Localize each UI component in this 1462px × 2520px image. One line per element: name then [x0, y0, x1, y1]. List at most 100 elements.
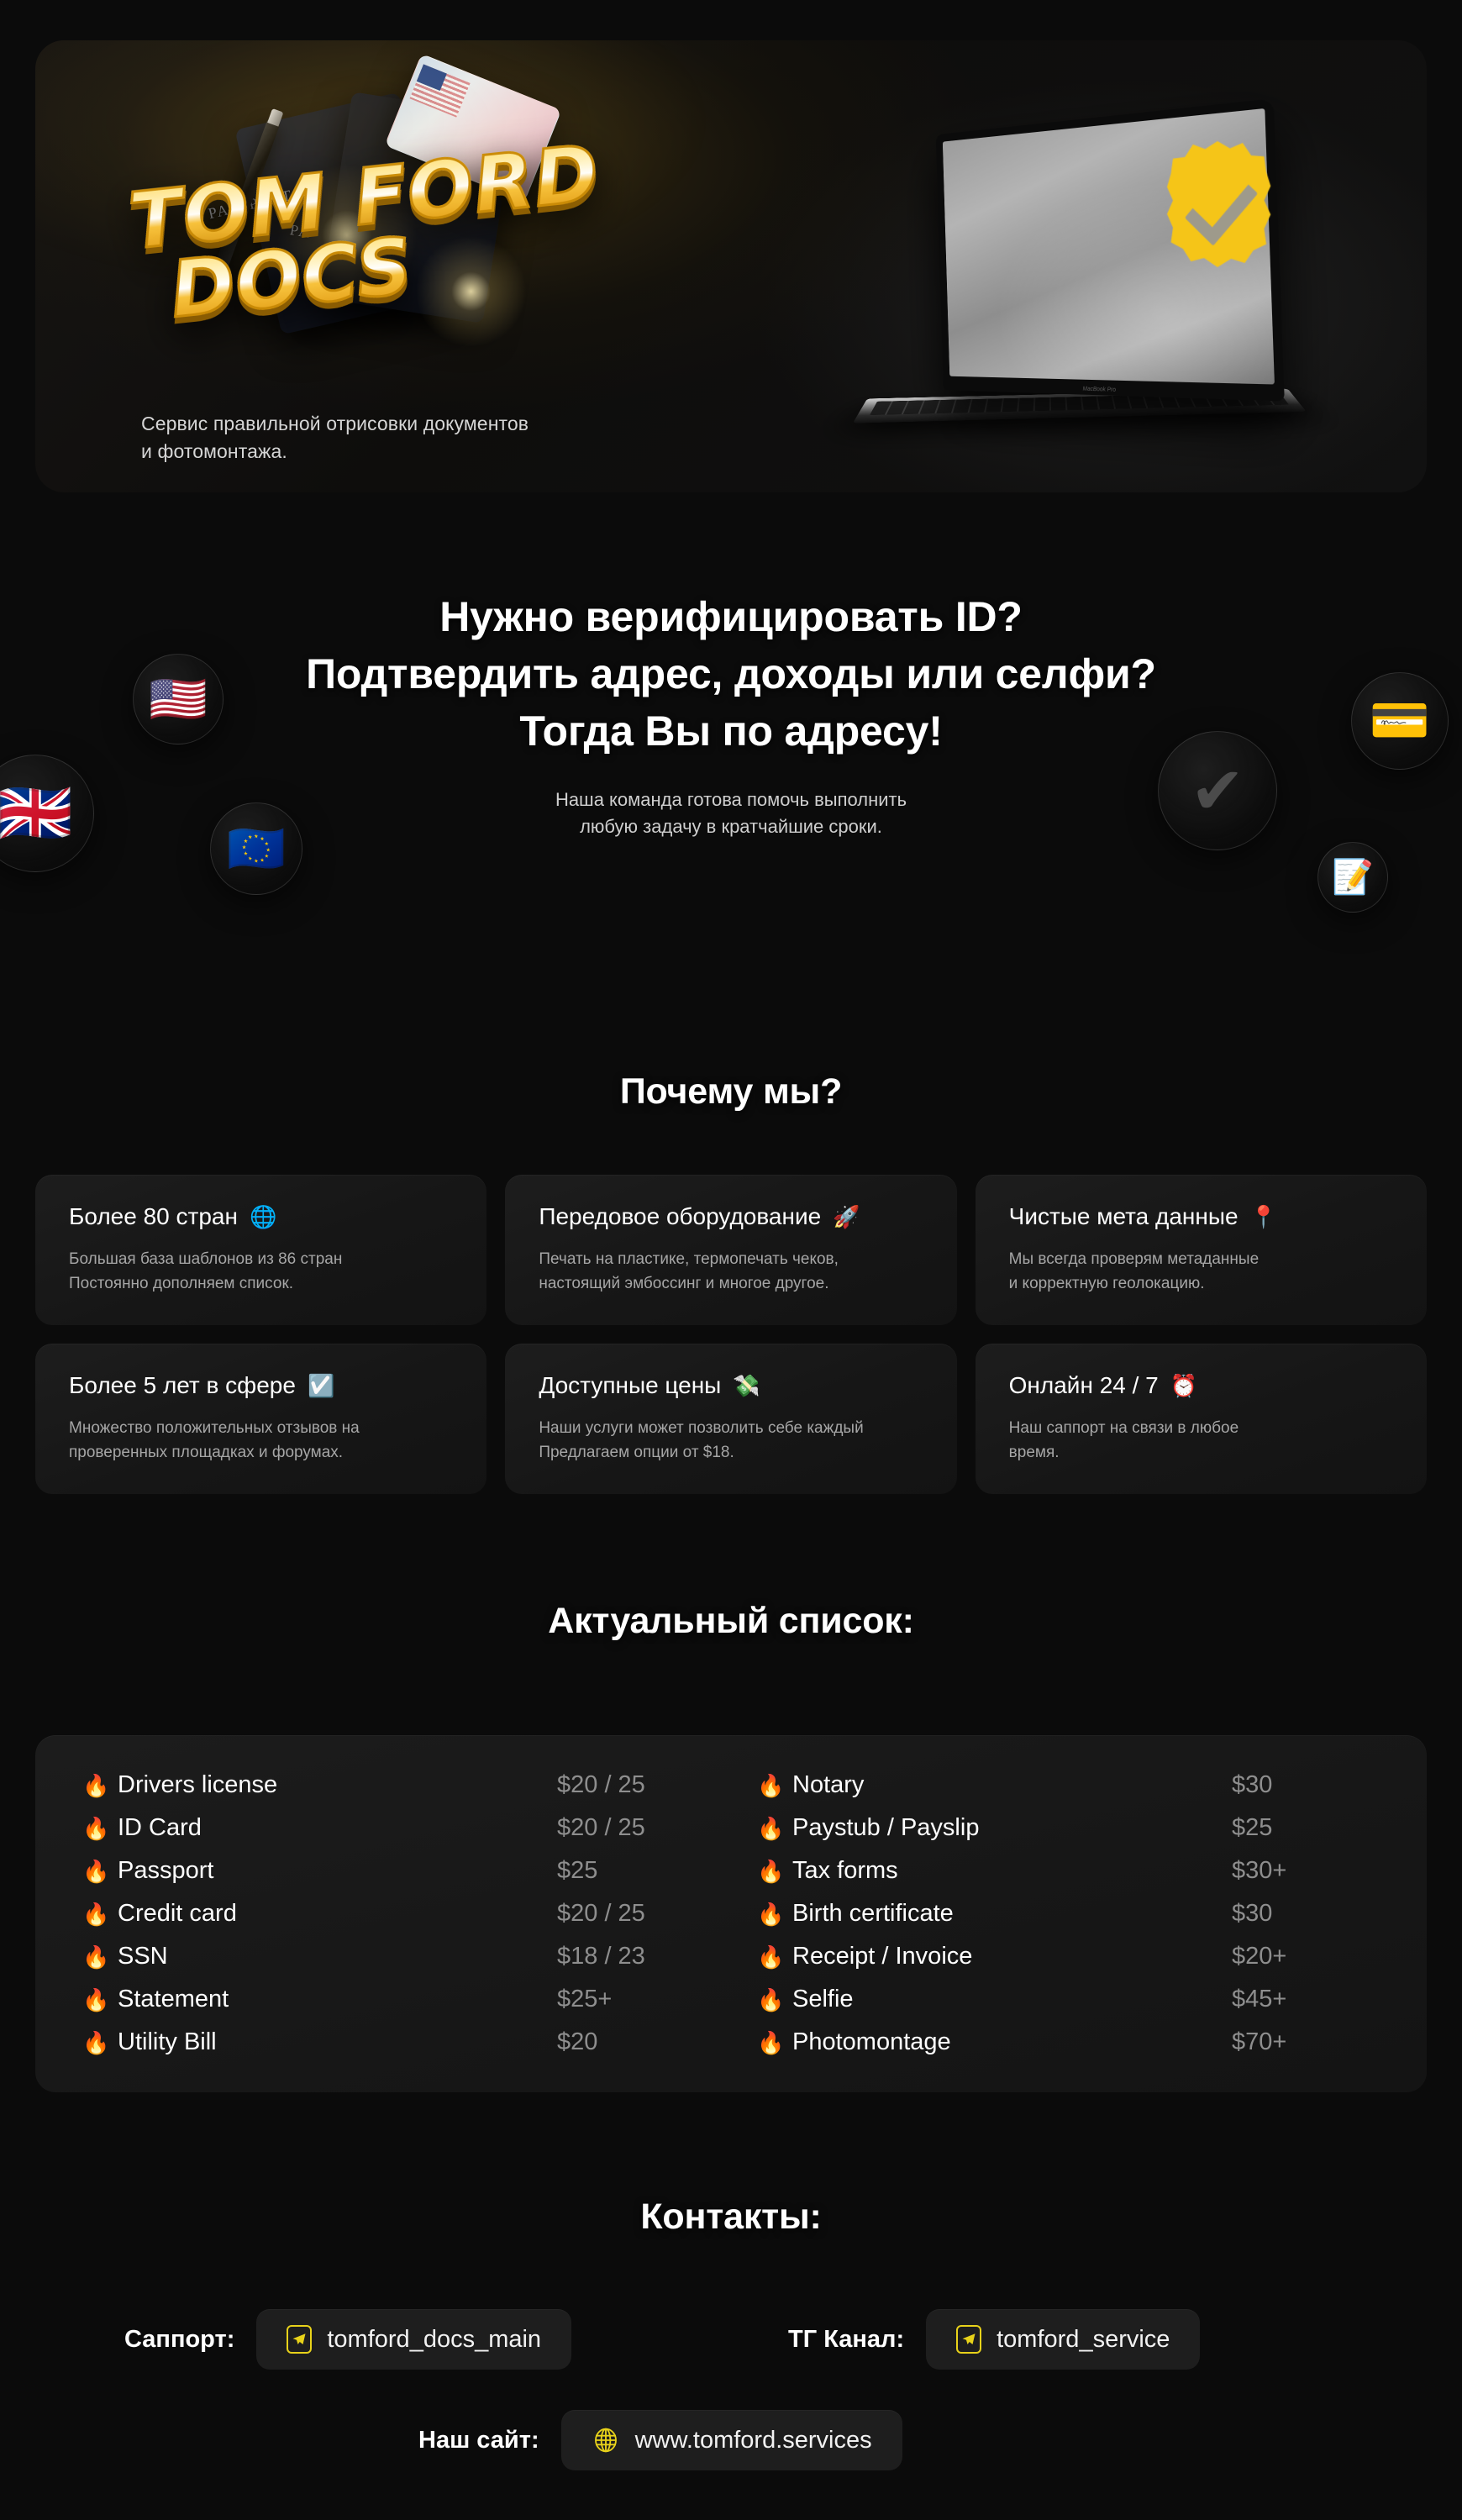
feature-card-text: Наши услуги может позволить себе каждый П…	[539, 1418, 864, 1462]
feature-card-title-text: Более 5 лет в сфере	[69, 1371, 296, 1398]
contact-support: Саппорт: tomford_docs_main	[124, 2309, 572, 2370]
price-item-value: $30	[1232, 1771, 1273, 1798]
price-item-name: Drivers license	[118, 1771, 278, 1798]
flag-uk-glyph: 🇬🇧	[0, 780, 73, 847]
price-item-name: Paystub / Payslip	[792, 1814, 980, 1841]
flame-icon: 🔥	[82, 2029, 110, 2055]
feature-card-title: Передовое оборудование 🚀	[539, 1203, 931, 1230]
flame-icon: 🔥	[757, 1815, 785, 1841]
price-row: 🔥 SSN $18 / 23	[82, 1935, 705, 1978]
feature-card-title-text: Онлайн 24 / 7	[1008, 1371, 1159, 1398]
price-row: 🔥 Utility Bill $20	[82, 2021, 705, 2064]
price-item-value: $20 / 25	[557, 1900, 645, 1927]
feature-card-title: Доступные цены 💸	[539, 1372, 931, 1399]
pricelist-column-left: 🔥 Drivers license $20 / 25 🔥 ID Card $20…	[82, 1764, 705, 2064]
feature-card: Передовое оборудование 🚀 Печать на пласт…	[505, 1175, 957, 1325]
flame-icon: 🔥	[82, 1944, 110, 1970]
hero-headline-line-2: Подтвердить адрес, доходы или селфи?	[306, 650, 1156, 697]
price-item-name: Passport	[118, 1857, 214, 1884]
price-item-name: SSN	[118, 1943, 168, 1970]
pricelist-column-right: 🔥 Notary $30 🔥 Paystub / Payslip $25 🔥 T…	[705, 1764, 1380, 2064]
feature-card: Доступные цены 💸 Наши услуги может позво…	[505, 1343, 957, 1494]
price-row: 🔥 ID Card $20 / 25	[82, 1807, 705, 1849]
check-mark-icon: ✔	[1158, 731, 1277, 850]
feature-card-title: Более 5 лет в сфере ☑️	[69, 1372, 461, 1399]
flame-icon: 🔥	[82, 1986, 110, 2012]
contact-support-label: Саппорт:	[124, 2325, 235, 2353]
price-item-value: $25	[1232, 1814, 1273, 1841]
price-item-value: $25	[557, 1857, 598, 1884]
price-row: 🔥 Receipt / Invoice $20+	[757, 1935, 1380, 1978]
hero-headline-line-3: Тогда Вы по адресу!	[519, 708, 943, 755]
feature-card: Более 5 лет в сфере ☑️ Множество положит…	[35, 1343, 487, 1494]
flame-icon: 🔥	[82, 1772, 110, 1798]
price-item-value: $20	[557, 2028, 598, 2055]
price-item-value: $20+	[1232, 1943, 1287, 1970]
hero-headline: Нужно верифицировать ID? Подтвердить адр…	[0, 588, 1462, 760]
price-row: 🔥 Paystub / Payslip $25	[757, 1807, 1380, 1849]
price-item-value: $20 / 25	[557, 1771, 645, 1798]
feature-card-text: Наш саппорт на связи в любое время.	[1008, 1418, 1239, 1462]
hero-subtext: Наша команда готова помочь выполнить люб…	[0, 787, 1462, 840]
flame-icon: 🔥	[757, 2029, 785, 2055]
flame-icon: 🔥	[82, 1858, 110, 1884]
pricelist-title: Актуальный список:	[548, 1601, 914, 1641]
price-item-name: Birth certificate	[792, 1900, 954, 1927]
contact-support-button[interactable]: tomford_docs_main	[256, 2309, 572, 2370]
globe-icon: 🌐	[249, 1204, 277, 1229]
price-item-name: Tax forms	[792, 1857, 898, 1884]
feature-card-title: Онлайн 24 / 7 ⏰	[1009, 1372, 1402, 1399]
memo-icon: 📝	[1317, 842, 1388, 913]
flame-icon: 🔥	[82, 1901, 110, 1927]
price-item-value: $45+	[1232, 1986, 1287, 2012]
money-wings-icon: 💸	[733, 1372, 760, 1398]
price-item-name: ID Card	[118, 1814, 202, 1841]
telegram-icon	[956, 2325, 982, 2354]
price-row: 🔥 Statement $25+	[82, 1978, 705, 2021]
price-row: 🔥 Passport $25	[82, 1849, 705, 1892]
hero-subtext-line-1: Наша команда готова помочь выполнить	[555, 789, 907, 810]
price-row: 🔥 Drivers license $20 / 25	[82, 1764, 705, 1807]
hero-message: Нужно верифицировать ID? Подтвердить адр…	[0, 588, 1462, 840]
price-item-name: Photomontage	[792, 2028, 951, 2055]
alarm-clock-icon: ⏰	[1170, 1372, 1198, 1398]
flame-icon: 🔥	[757, 1901, 785, 1927]
price-item-name: Notary	[792, 1771, 865, 1798]
feature-card-title-text: Передовое оборудование	[539, 1203, 822, 1229]
contact-website-value: www.tomford.services	[634, 2426, 872, 2454]
flame-icon: 🔥	[757, 1772, 785, 1798]
feature-card-title-text: Чистые мета данные	[1008, 1203, 1238, 1229]
contact-channel: ТГ Канал: tomford_service	[788, 2309, 1201, 2370]
hero-subtext-line-2: любую задачу в кратчайшие сроки.	[580, 815, 882, 837]
globe-icon	[592, 2426, 620, 2454]
feature-card-title: Чистые мета данные 📍	[1009, 1203, 1402, 1230]
contact-channel-button[interactable]: tomford_service	[926, 2309, 1201, 2370]
check-mark-glyph: ✔	[1190, 754, 1245, 828]
flag-us-glyph: 🇺🇸	[149, 672, 208, 725]
feature-card-text: Множество положительных отзывов на провер…	[69, 1418, 360, 1462]
checkbox-icon: ☑️	[307, 1372, 335, 1398]
feature-card: Онлайн 24 / 7 ⏰ Наш саппорт на связи в л…	[975, 1343, 1427, 1494]
price-row: 🔥 Selfie $45+	[757, 1978, 1380, 2021]
price-item-value: $30+	[1232, 1857, 1287, 1884]
price-item-value: $30	[1232, 1900, 1273, 1927]
feature-card: Чистые мета данные 📍 Мы всегда проверям …	[975, 1175, 1427, 1325]
feature-card: Более 80 стран 🌐 Большая база шаблонов и…	[35, 1175, 487, 1325]
price-item-value: $20 / 25	[557, 1814, 645, 1841]
price-item-name: Selfie	[792, 1986, 854, 2012]
flame-icon: 🔥	[757, 1858, 785, 1884]
flame-icon: 🔥	[757, 1986, 785, 2012]
feature-card-title-text: Более 80 стран	[69, 1203, 238, 1229]
price-item-value: $25+	[557, 1986, 613, 2012]
price-row: 🔥 Birth certificate $30	[757, 1892, 1380, 1935]
flag-eu-glyph: 🇪🇺	[227, 822, 286, 875]
price-row: 🔥 Credit card $20 / 25	[82, 1892, 705, 1935]
contact-website-button[interactable]: www.tomford.services	[560, 2410, 902, 2470]
contact-website-label: Наш сайт:	[418, 2426, 539, 2454]
why-us-title: Почему мы?	[619, 1071, 843, 1112]
contact-website: Наш сайт: www.tomford.services	[418, 2410, 902, 2470]
contact-channel-value: tomford_service	[997, 2325, 1170, 2353]
flame-icon: 🔥	[82, 1815, 110, 1841]
flag-eu-icon: 🇪🇺	[210, 802, 302, 895]
